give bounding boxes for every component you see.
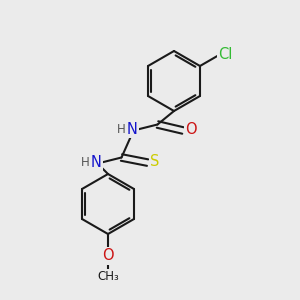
Text: H: H xyxy=(80,156,89,169)
Text: H: H xyxy=(116,123,125,136)
Text: O: O xyxy=(185,122,196,136)
Text: Cl: Cl xyxy=(218,47,232,62)
Text: S: S xyxy=(150,154,160,169)
Text: O: O xyxy=(102,248,114,263)
Text: N: N xyxy=(127,122,137,137)
Text: CH₃: CH₃ xyxy=(97,270,119,283)
Text: N: N xyxy=(91,155,101,170)
